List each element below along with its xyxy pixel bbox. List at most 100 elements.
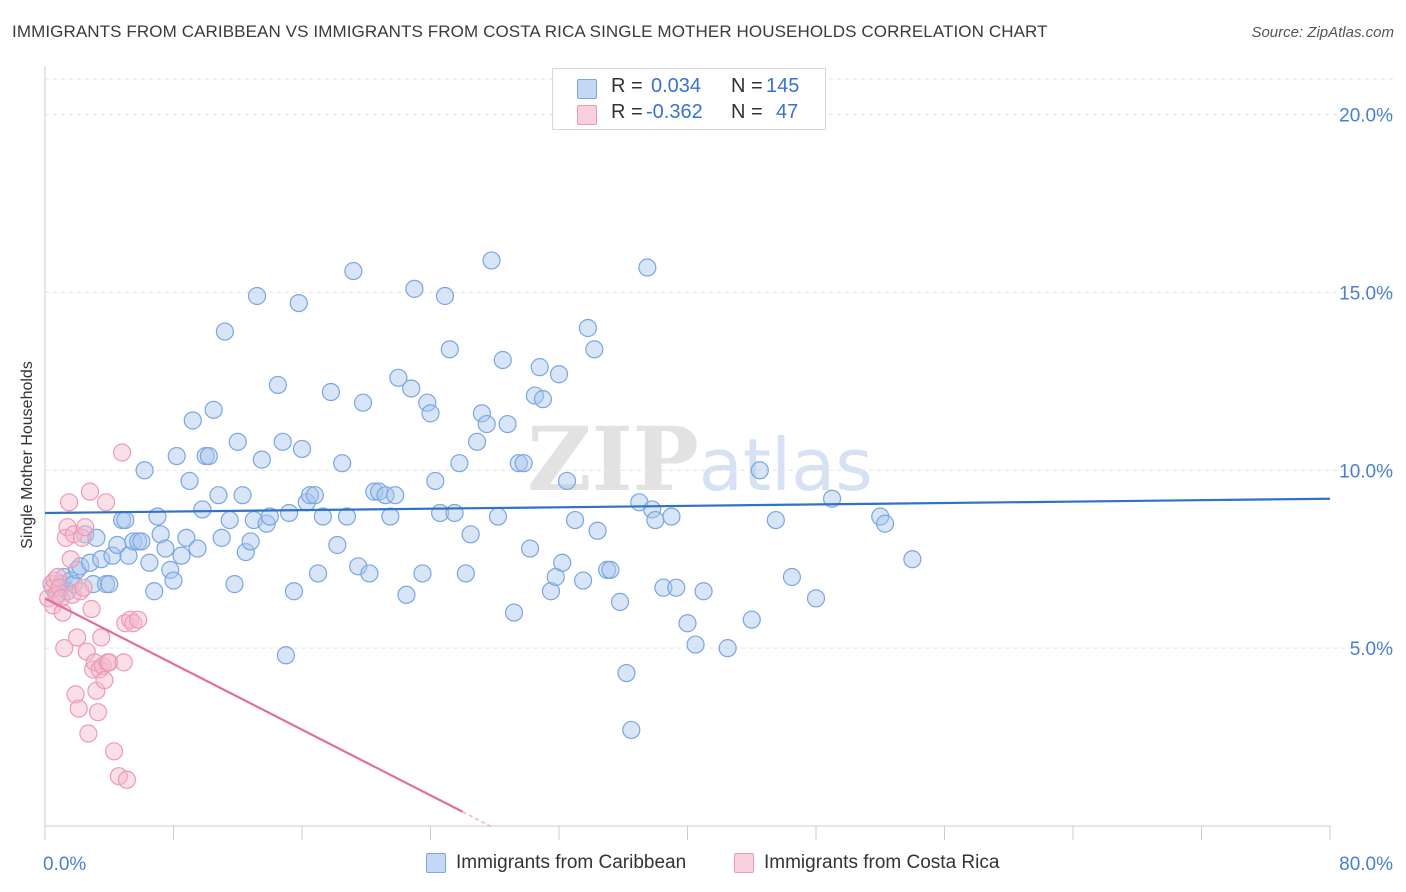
caribbean-point <box>389 368 408 387</box>
y-tick-label: 5.0% <box>1350 639 1393 660</box>
costa-rica-point <box>68 628 87 647</box>
caribbean-point <box>638 258 657 277</box>
caribbean-point <box>445 503 464 523</box>
caribbean-point <box>284 582 304 601</box>
caribbean-point <box>875 514 895 533</box>
stats-legend: R = 0.034 N = 145 R = -0.362 N = 47 <box>552 68 826 130</box>
costa-rica-point <box>114 653 133 672</box>
costa-rica-point <box>88 703 108 722</box>
caribbean-point <box>694 582 713 601</box>
caribbean-point <box>565 510 585 530</box>
caribbean-point <box>100 575 119 594</box>
costa-rica-point <box>71 582 90 601</box>
caribbean-point <box>405 279 424 298</box>
y-tick-label: 10.0% <box>1339 461 1393 482</box>
caribbean-point <box>450 454 469 473</box>
y-tick-label: 15.0% <box>1339 283 1393 304</box>
caribbean-point <box>280 503 299 523</box>
caribbean-point <box>252 450 271 469</box>
legend-n-value: 145 <box>766 75 800 97</box>
x-tick-label: 0.0% <box>43 854 86 875</box>
caribbean-point <box>313 507 332 526</box>
caribbean-point <box>180 471 199 491</box>
bottom-legend-label: Immigrants from Caribbean <box>456 852 687 873</box>
caribbean-point <box>426 471 445 491</box>
costa-rica-point <box>96 493 116 512</box>
caribbean-point <box>132 532 151 551</box>
caribbean-point <box>321 382 341 402</box>
caribbean-point <box>172 546 191 565</box>
caribbean-point <box>376 486 395 505</box>
caribbean-point <box>440 340 459 359</box>
caribbean-point <box>488 507 508 526</box>
caribbean-point <box>806 589 826 608</box>
caribbean-point <box>418 393 437 412</box>
y-tick-label: 20.0% <box>1339 106 1393 127</box>
caribbean-point <box>328 535 347 555</box>
caribbean-point <box>456 564 475 583</box>
legend-r-value: -0.362 <box>646 101 703 123</box>
caribbean-point <box>241 532 260 551</box>
caribbean-point <box>601 560 620 579</box>
caribbean-point <box>199 446 218 466</box>
caribbean-point <box>188 539 207 558</box>
caribbean-point <box>103 546 122 565</box>
caribbean-point <box>289 294 308 313</box>
caribbean-point <box>467 432 487 451</box>
costa-rica-point <box>61 550 80 569</box>
caribbean-trend-line <box>44 497 1331 515</box>
legend-n-label: N = <box>731 75 763 97</box>
caribbean-point <box>549 365 569 384</box>
costa-rica-trend-line <box>44 597 464 813</box>
costa-rica-point <box>129 610 148 629</box>
caribbean-point <box>365 482 384 501</box>
costa-rica-point <box>92 628 111 647</box>
costa-rica-point <box>55 639 74 658</box>
caribbean-point <box>381 507 400 526</box>
caribbean-point <box>225 575 244 594</box>
costa-rica-point <box>66 685 85 704</box>
caribbean-point <box>337 507 357 526</box>
caribbean-point <box>273 432 292 451</box>
caribbean-point <box>305 486 324 505</box>
costa-rica-point <box>95 671 114 690</box>
caribbean-point <box>119 546 138 565</box>
bottom-legend-swatch-pink <box>734 853 754 873</box>
x-tick-label: 80.0% <box>1339 854 1393 875</box>
caribbean-point <box>553 553 572 572</box>
caribbean-point <box>402 379 421 398</box>
costa-rica-point <box>104 742 124 761</box>
caribbean-point <box>164 571 183 590</box>
caribbean-point <box>300 486 320 505</box>
legend-r-label: R = <box>611 75 643 97</box>
caribbean-point <box>822 489 842 508</box>
caribbean-point <box>766 510 785 530</box>
costa-rica-point <box>117 770 137 789</box>
costa-rica-point <box>100 653 119 672</box>
caribbean-point <box>903 550 922 569</box>
caribbean-point <box>557 471 577 491</box>
caribbean-point <box>333 454 352 473</box>
caribbean-point <box>573 571 593 590</box>
caribbean-point <box>520 539 540 558</box>
caribbean-point <box>236 542 255 562</box>
caribbean-point <box>292 439 312 459</box>
caribbean-point <box>116 510 135 530</box>
caribbean-point <box>135 461 154 480</box>
caribbean-point <box>667 578 686 597</box>
caribbean-point <box>140 553 159 572</box>
caribbean-point <box>386 486 405 505</box>
caribbean-point <box>654 578 673 597</box>
caribbean-point <box>349 557 368 576</box>
caribbean-point <box>220 510 239 530</box>
caribbean-point <box>145 582 164 601</box>
caribbean-point <box>610 592 630 612</box>
caribbean-point <box>212 528 231 547</box>
caribbean-point <box>533 390 553 409</box>
caribbean-point <box>397 585 416 604</box>
costa-rica-trend-extension <box>462 811 492 828</box>
caribbean-point <box>260 507 279 526</box>
caribbean-point <box>156 539 175 558</box>
legend-n-label: N = <box>731 101 763 123</box>
costa-rica-point <box>79 724 98 743</box>
